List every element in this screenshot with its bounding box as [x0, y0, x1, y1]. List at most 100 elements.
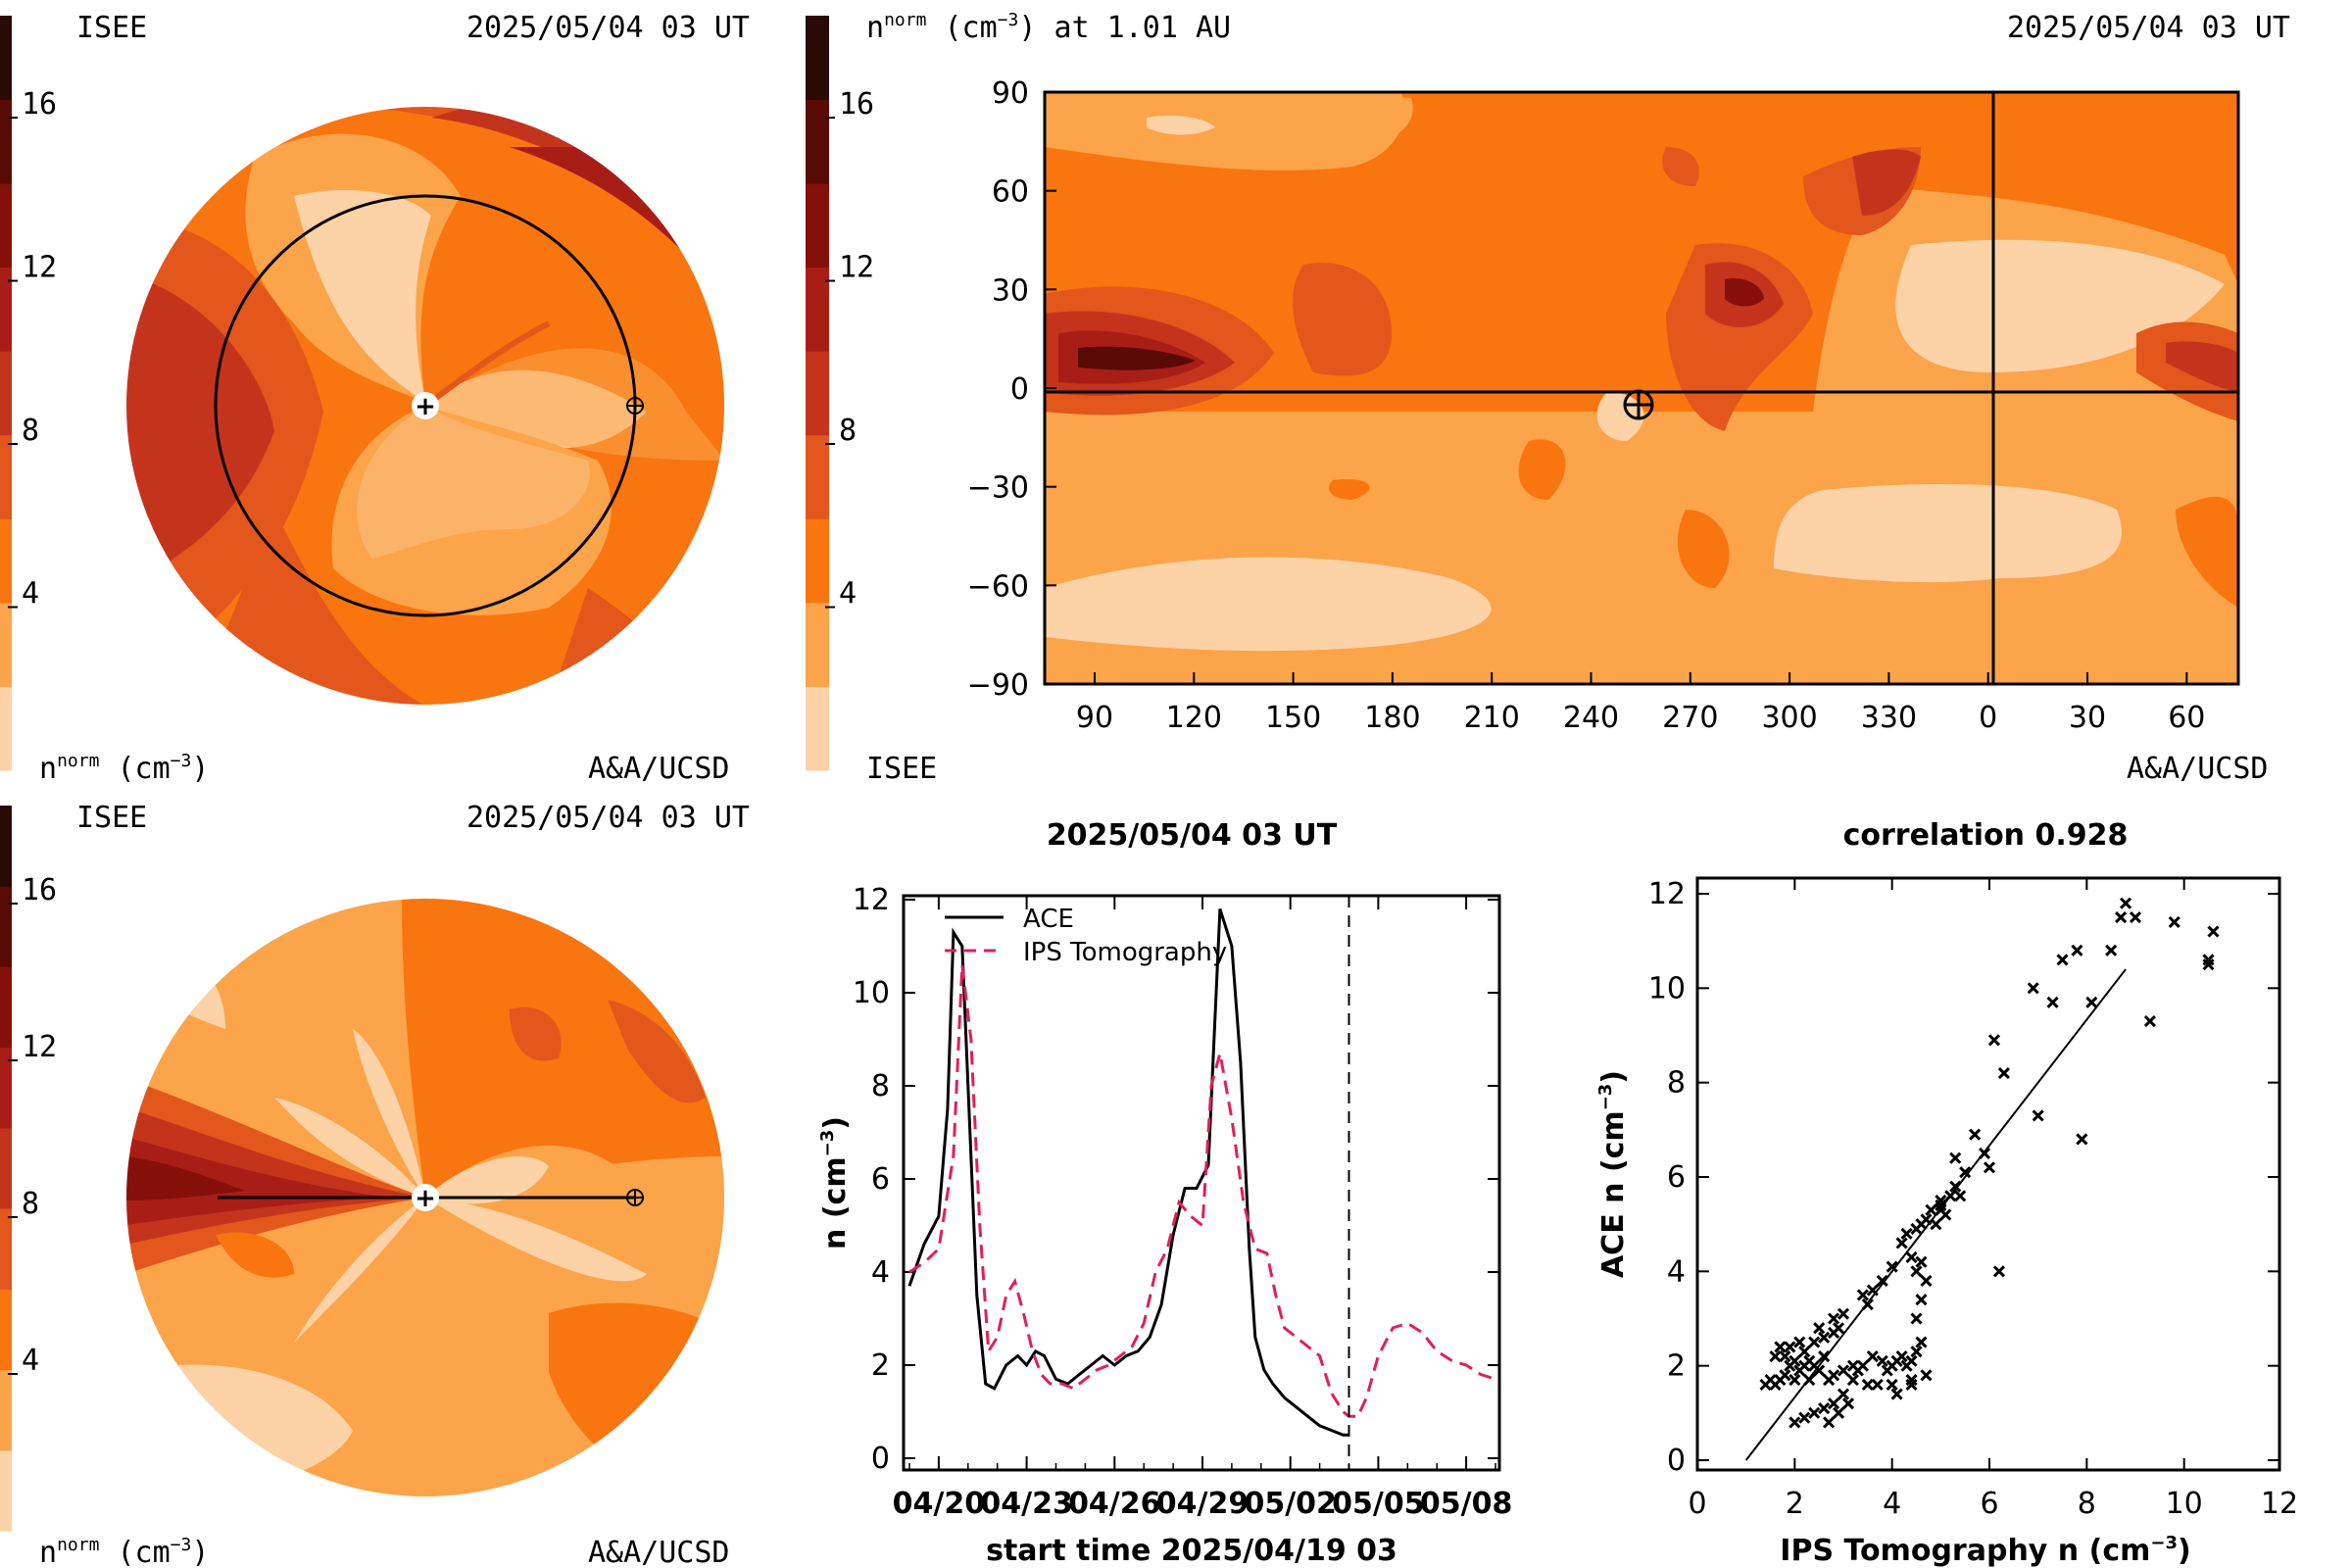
- scatter-y-tick-label: 8: [1667, 1066, 1686, 1101]
- scatter-point: [1949, 1180, 1962, 1193]
- sun-marker-bottom: +: [415, 1184, 436, 1213]
- scatter-point: [1823, 1416, 1836, 1429]
- map-x-tick-label: 0: [1979, 701, 1997, 735]
- scatter-x-label: IPS Tomography n (cm−3): [1780, 1533, 2190, 1568]
- map-y-tick-label: −30: [967, 471, 1029, 506]
- scatter-point: [1793, 1336, 1806, 1348]
- sun-disk-bottom: [412, 1184, 439, 1211]
- scatter-point: [1876, 1354, 1888, 1367]
- colorbar-bl-tick-label-2: 12: [22, 1030, 57, 1064]
- map-x-tick-label: 150: [1265, 701, 1321, 735]
- scatter-point: [1905, 1378, 1918, 1391]
- scatter-point: [1886, 1378, 1898, 1391]
- scatter-point: [1788, 1374, 1801, 1387]
- colorbar-map-swatch-0: [806, 686, 829, 771]
- scatter-point: [1828, 1312, 1840, 1325]
- scatter-point: [1828, 1369, 1840, 1382]
- timeseries-x-tick-label: 04/20: [893, 1487, 985, 1521]
- map-density-field: [1045, 92, 2238, 684]
- timeseries-y-tick-label: 8: [871, 1069, 890, 1103]
- colorbar-tl-swatch-6: [0, 183, 12, 269]
- map-credit: A&A/UCSD: [2127, 752, 2269, 786]
- colorbar-bl-swatch-5: [0, 1047, 12, 1129]
- map-y-tick-label: −60: [967, 569, 1029, 604]
- scatter-point: [2046, 996, 2059, 1008]
- scatter-x-tick-label: 0: [1688, 1487, 1706, 1521]
- scatter-point: [1861, 1298, 1874, 1311]
- colorbar-tl-tick-label-0: 4: [22, 577, 39, 612]
- scatter-point: [1954, 1190, 1967, 1202]
- scatter-point: [1978, 1147, 1991, 1159]
- colorbar-map-swatch-2: [806, 518, 829, 604]
- map-title: nnorm (cm−3) at 1.01 AU: [866, 10, 1231, 45]
- scatter-point: [1808, 1406, 1821, 1419]
- colorbar-tl-swatch-8: [0, 16, 12, 101]
- scatter-point: [1910, 1265, 1923, 1278]
- map-y-tick-label: 60: [992, 175, 1029, 210]
- scatter-point: [2202, 954, 2215, 966]
- scatter-point: [2115, 911, 2128, 924]
- map-y-tick-label: −90: [967, 668, 1029, 703]
- scatter-point: [1798, 1346, 1811, 1358]
- colorbar-map-swatch-4: [806, 351, 829, 436]
- scatter-y-tick-label: 4: [1667, 1254, 1686, 1289]
- scatter-point: [1818, 1331, 1831, 1344]
- scatter-x-tick-label: 4: [1883, 1487, 1901, 1521]
- scatter-point: [1808, 1336, 1821, 1348]
- scatter-point: [1920, 1213, 1933, 1226]
- map-x-tick-label: 120: [1166, 701, 1222, 735]
- scatter-point: [1837, 1307, 1850, 1320]
- panel-tl-quantity-label: nnorm (cm−3): [39, 751, 209, 786]
- panel-bl-quantity-label: nnorm (cm−3): [39, 1535, 209, 1568]
- scatter-point: [1987, 1034, 2001, 1047]
- scatter-x-tick-label: 6: [1980, 1487, 1998, 1521]
- scatter-point: [2143, 1014, 2156, 1028]
- colorbar-tl-swatch-1: [0, 602, 12, 687]
- map-date-label: 2025/05/04 03 UT: [2007, 11, 2290, 45]
- scatter-point: [1930, 1218, 1942, 1231]
- scatter-point: [1969, 1128, 1982, 1141]
- panel-bl-date-label: 2025/05/04 03 UT: [466, 801, 750, 835]
- timeseries-chart: 2025/05/04 03 UT 02468101204/2004/2304/2…: [817, 818, 1512, 1568]
- map-y-tick-label: 30: [992, 273, 1029, 308]
- sun-marker-top: +: [415, 392, 436, 421]
- timeseries-y-label: n (cm−3): [817, 1116, 853, 1250]
- scatter-point: [1920, 1274, 1933, 1288]
- colorbar-map-swatch-7: [806, 99, 829, 184]
- map-x-tick-label: 300: [1761, 701, 1817, 735]
- timeseries-x-tick-label: 04/29: [1156, 1487, 1249, 1521]
- map-x-tick-label: 240: [1563, 701, 1619, 735]
- colorbar-map-swatch-3: [806, 434, 829, 519]
- scatter-plot-frame: [1695, 876, 2281, 1472]
- timeseries-y-tick-label: 2: [871, 1348, 890, 1383]
- scatter-y-label: ACE n (cm−3): [1595, 1070, 1631, 1278]
- scatter-point: [1837, 1388, 1850, 1400]
- scatter-point: [1779, 1349, 1791, 1363]
- scatter-point: [1895, 1237, 1908, 1250]
- colorbar-map: 4 8 12 16: [806, 16, 874, 771]
- colorbar-bl-swatch-2: [0, 1289, 12, 1371]
- colorbar-map-tick-label-3: 16: [839, 87, 874, 122]
- scatter-x-tick-label: 10: [2166, 1487, 2203, 1521]
- panel-bl-credit: A&A/UCSD: [588, 1536, 730, 1568]
- colorbar-map-tick-label-1: 8: [839, 414, 857, 448]
- map-x-tick-label: 60: [2168, 701, 2205, 735]
- earth-marker-top: [626, 397, 644, 415]
- timeseries-y-tick-label: 6: [871, 1162, 890, 1197]
- timeseries-title: 2025/05/04 03 UT: [1047, 818, 1338, 853]
- map-x-tick-label: 330: [1861, 701, 1917, 735]
- scatter-point: [1841, 1397, 1855, 1410]
- scatter-point: [1866, 1284, 1879, 1297]
- panel-tl-credit: A&A/UCSD: [588, 752, 730, 786]
- timeseries-x-tick-label: 04/23: [980, 1487, 1072, 1521]
- scatter-point: [1915, 1294, 1928, 1306]
- map-x-tick-label: 210: [1464, 701, 1520, 735]
- scatter-x-tick-label: 12: [2261, 1487, 2298, 1521]
- scatter-point: [1935, 1203, 1947, 1216]
- scatter-point: [1949, 1152, 1962, 1164]
- scatter-point: [1813, 1364, 1826, 1377]
- colorbar-bl-swatch-8: [0, 806, 12, 887]
- scatter-title: correlation 0.928: [1843, 818, 2129, 853]
- colorbar-map-swatch-8: [806, 16, 829, 101]
- colorbar-bl-swatch-0: [0, 1449, 12, 1532]
